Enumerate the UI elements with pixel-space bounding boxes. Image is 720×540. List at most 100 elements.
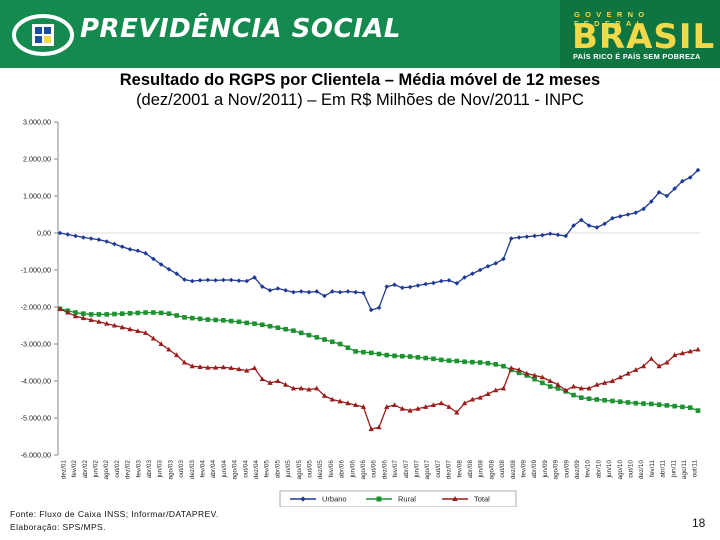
x-tick-label: abr/09 [531,460,538,479]
data-point-rural [166,311,172,316]
data-point-rural [664,403,670,408]
x-tick-label: abr/11 [660,460,667,478]
x-tick-label: fev/06 [328,460,335,478]
data-point-rural [540,380,545,386]
data-point-total [104,320,110,326]
x-tick-label: ago/06 [360,460,367,480]
data-point-total [337,398,343,404]
data-point-urbano [664,193,670,199]
header-bar: PREVIDÊNCIA SOCIAL GOVERNO FEDERAL BRASI… [0,0,720,68]
series-line-rural [59,308,699,412]
data-point-urbano [438,278,444,284]
data-point-urbano [182,277,187,282]
data-point-rural [205,317,211,322]
data-point-rural [423,355,428,361]
data-point-urbano [680,178,685,184]
data-point-total [65,309,71,315]
data-point-rural [407,354,413,359]
data-point-total [524,370,530,376]
data-point-urbano [221,277,226,283]
data-point-rural [298,330,304,336]
data-point-total [298,385,304,391]
data-point-rural [127,310,133,316]
data-point-total [446,404,452,409]
data-point-total [127,326,133,332]
data-point-rural [470,359,475,365]
data-point-urbano [508,236,514,241]
data-point-rural [672,403,677,409]
data-point-total [283,381,289,387]
data-point-rural [454,358,460,364]
data-point-rural [189,315,195,321]
x-tick-label: dez/06 [381,460,388,480]
data-point-urbano [407,284,413,290]
x-tick-label: abr/03 [146,460,153,479]
chart-title-line2: (dez/2001 a Nov/2011) – Em R$ Milhões de… [136,91,584,109]
data-point-rural [376,351,382,357]
data-point-urbano [392,282,397,288]
data-point-rural [485,360,491,366]
x-tick-label: jun/04 [221,460,228,479]
x-tick-label: jun/05 [285,460,292,479]
data-point-urbano [672,186,677,191]
series-line-total [59,308,699,430]
data-point-urbano [423,281,428,287]
data-point-rural [415,355,421,360]
chart-title-line1: Resultado do RGPS por Clientela – Média … [119,71,601,89]
data-point-rural [477,360,483,365]
data-point-total [329,396,335,402]
data-point-total [384,404,390,409]
legend-label-urbano: Urbano [322,495,347,504]
data-point-total [477,394,483,400]
data-point-urbano [431,280,436,286]
legend-marker-urbano [300,496,306,502]
data-point-urbano [57,230,63,236]
data-point-total [259,376,265,382]
data-point-urbano [135,248,141,254]
data-point-urbano [166,266,172,272]
y-tick-label: -5.000,00 [21,414,51,423]
y-tick-label: -6.000,00 [21,451,51,460]
data-point-rural [267,323,273,329]
x-tick-label: ago/11 [681,460,688,480]
x-tick-label: jun/08 [478,460,485,479]
data-point-urbano [485,264,491,269]
data-point-rural [493,362,499,367]
data-point-total [314,385,320,391]
data-point-urbano [477,267,483,273]
chart-title: Resultado do RGPS por Clientela – Média … [0,70,720,110]
data-point-urbano [205,277,211,283]
x-tick-label: out/10 [627,460,634,478]
data-point-total [407,407,413,413]
data-point-total [461,400,468,406]
data-point-rural [151,310,156,315]
data-point-rural [438,357,444,363]
data-point-rural [259,322,265,328]
x-tick-label: out/05 [306,460,313,478]
data-point-total [570,383,577,389]
data-point-rural [462,359,467,365]
data-point-urbano [547,231,553,237]
data-point-rural [649,401,654,407]
data-point-rural [368,350,374,356]
data-point-urbano [337,289,343,295]
data-point-rural [143,310,148,315]
data-point-rural [337,341,343,347]
data-point-rural [617,399,623,405]
x-tick-label: fev/07 [392,460,399,478]
data-point-rural [555,386,561,391]
y-tick-label: 1.000,00 [23,192,51,201]
data-point-urbano [96,237,102,242]
data-point-total [695,346,701,352]
x-tick-label: dez/07 [446,460,453,480]
data-point-total [423,404,429,409]
data-point-rural [547,384,553,389]
x-tick-label: dez/10 [638,460,645,480]
data-point-urbano [228,277,234,283]
x-tick-label: out/08 [499,460,506,478]
data-point-urbano [88,236,94,241]
x-tick-label: out/07 [435,460,442,478]
data-point-urbano [454,281,460,286]
data-point-urbano [322,293,327,299]
x-tick-label: ago/04 [232,460,239,480]
